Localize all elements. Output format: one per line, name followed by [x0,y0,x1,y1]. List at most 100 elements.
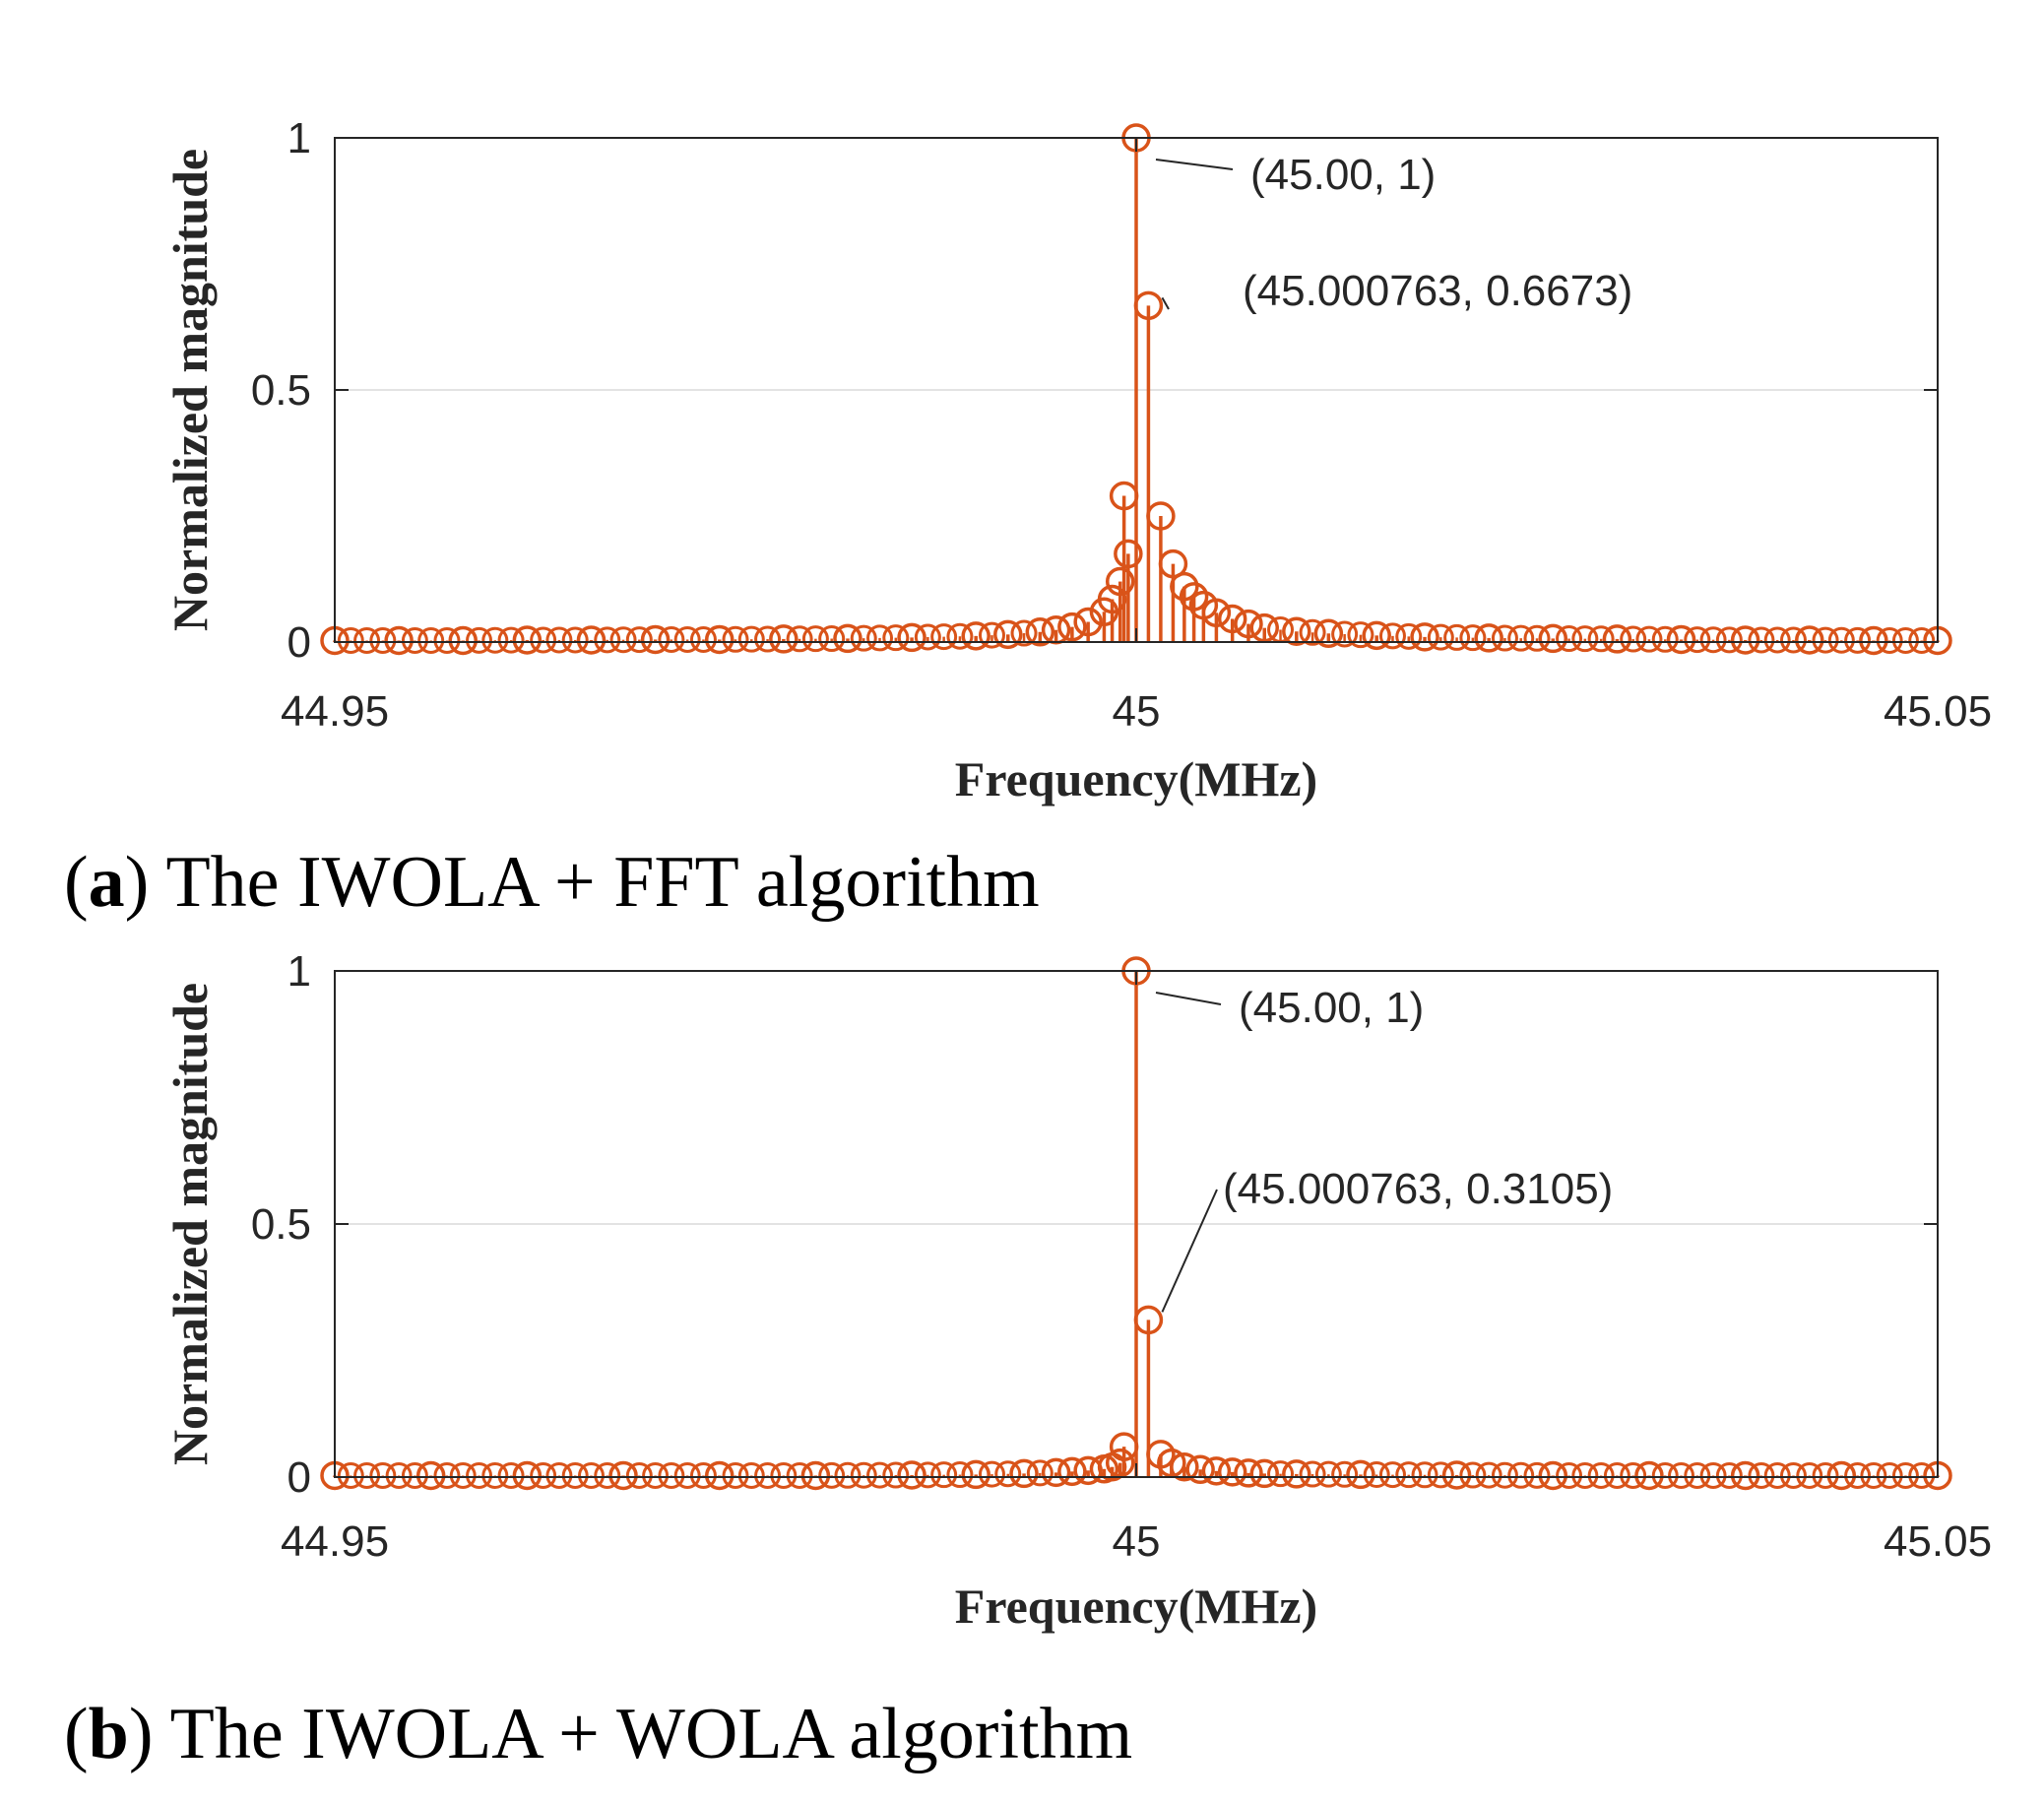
stem-marker [415,1460,446,1491]
stem-marker [946,622,974,650]
stem-marker [1507,1461,1535,1489]
stem-marker [961,621,990,651]
stem-marker [1427,623,1454,651]
stem-marker [1634,1460,1664,1491]
stem-marker [1041,1457,1071,1488]
stem-marker [1057,612,1087,642]
stem-marker [1410,622,1439,652]
stem-marker [1157,1448,1186,1478]
stem-marker [1427,1461,1454,1489]
panel-caption: (a) The IWOLA + FFT algorithm [64,842,1040,923]
stem-marker [481,626,509,654]
stem-marker [1748,1461,1775,1489]
stem-marker [1146,501,1176,531]
stem-marker [1523,624,1551,652]
stem-marker [882,624,910,652]
stem-marker [818,625,846,653]
x-axis-title: Frequency(MHz) [955,1578,1317,1634]
stem-marker [1635,625,1663,653]
stem-marker [1395,622,1423,650]
stem-marker [866,624,894,652]
stem-marker [800,1460,831,1491]
stem-marker [1812,626,1839,654]
stem-marker [337,626,364,654]
stem-marker [1299,618,1326,646]
stem-marker [1299,1460,1326,1488]
stem-marker [1313,618,1344,649]
stem-marker [914,1461,941,1489]
stem-marker [1602,624,1632,654]
x-tick-label: 45.05 [1884,687,1992,736]
stem-marker [658,625,685,653]
annotation-label: (45.00, 1) [1250,151,1436,199]
stem-marker [850,1461,877,1489]
caption-letter: b [89,1694,129,1774]
stem-marker [834,1461,862,1489]
stem-marker [433,1461,461,1489]
stem-marker [1715,626,1743,654]
stem-marker [337,1461,364,1489]
stem-marker [1378,1461,1406,1489]
y-tick-label: 0.5 [251,1200,311,1249]
stem-marker [401,626,428,654]
stem-marker [1507,624,1535,652]
stem-marker [1282,616,1311,646]
stem-marker [1779,1461,1807,1489]
stem-marker [1730,1460,1760,1491]
stem-marker [1891,1461,1919,1489]
stem-marker [1201,598,1232,628]
stem-marker [466,1461,493,1489]
y-tick-label: 0.5 [251,366,311,415]
stem-marker [1587,625,1615,653]
stem-marker [1217,604,1247,634]
stem-marker [1009,1458,1039,1489]
stem-marker [1105,1448,1135,1478]
y-axis-title: Normalized magnitude [162,983,218,1465]
stem-marker [1010,619,1038,647]
stem-marker [1556,1461,1583,1489]
y-tick-label: 1 [287,947,311,996]
stem-marker [1201,1456,1232,1486]
annotation-leader [1161,1189,1218,1313]
stem-marker [1699,626,1727,654]
stem-marker [1097,584,1127,614]
stem-marker [1876,626,1903,654]
panel-b: 0 0.5 1 44.95 45 45.05 Frequency(MHz) Normalize… [64,947,1992,1774]
stem-marker [545,1461,573,1489]
stem-marker [561,626,589,654]
stem-marker [608,1460,638,1491]
stem-marker [1826,1460,1857,1491]
stem-marker [1331,620,1359,648]
stem-marker [1395,1461,1423,1489]
stem-marker [449,1461,477,1489]
stem-marker [401,1461,428,1489]
stem-marker [481,1461,509,1489]
stem-marker [1073,607,1103,637]
stem-marker [1651,625,1679,653]
stem-marker [1109,481,1139,511]
stem-marker [897,1460,926,1490]
stem-marker [673,625,701,653]
stem-marker [1587,1461,1615,1489]
stem-marker [576,625,607,655]
stem-marker [1891,626,1919,654]
stem-marker [689,1461,717,1489]
stem-marker [1666,624,1696,655]
stem-marker [1876,1461,1903,1489]
stem-marker [1538,1460,1568,1491]
stem-marker [561,1461,589,1489]
annotation-leader [1155,992,1222,1005]
stem-marker [594,626,621,654]
annotation-leader [1161,296,1170,310]
stem-marker [353,1461,381,1489]
stem-marker [1026,1459,1054,1487]
stem-marker [1105,566,1135,597]
stem-marker [1620,1461,1647,1489]
stem-marker [1556,625,1583,653]
stem-marker [1908,1461,1936,1489]
stem-marker [448,625,478,656]
stem-marker [658,1461,685,1489]
stem-marker [353,626,381,654]
x-tick-label: 45.05 [1884,1517,1992,1566]
caption-paren-close: ) [125,842,166,923]
